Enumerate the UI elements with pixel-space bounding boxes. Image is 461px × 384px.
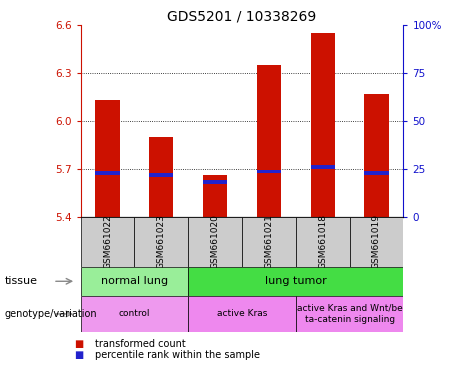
Text: ■: ■ bbox=[74, 350, 83, 360]
Bar bbox=[188, 267, 403, 296]
Text: percentile rank within the sample: percentile rank within the sample bbox=[95, 350, 260, 360]
Bar bbox=[311, 33, 335, 217]
Title: GDS5201 / 10338269: GDS5201 / 10338269 bbox=[167, 10, 317, 24]
Bar bbox=[242, 217, 296, 267]
Bar bbox=[188, 296, 296, 332]
Bar bbox=[349, 217, 403, 267]
Bar bbox=[364, 171, 389, 175]
Bar bbox=[296, 217, 349, 267]
Bar bbox=[81, 296, 188, 332]
Text: tissue: tissue bbox=[5, 276, 38, 286]
Bar bbox=[81, 267, 188, 296]
Text: transformed count: transformed count bbox=[95, 339, 185, 349]
Text: genotype/variation: genotype/variation bbox=[5, 309, 97, 319]
Text: GSM661018: GSM661018 bbox=[318, 214, 327, 270]
Text: GSM661019: GSM661019 bbox=[372, 214, 381, 270]
Bar bbox=[257, 170, 281, 174]
Text: normal lung: normal lung bbox=[101, 276, 168, 286]
Bar bbox=[81, 217, 135, 267]
Text: lung tumor: lung tumor bbox=[265, 276, 327, 286]
Text: active Kras: active Kras bbox=[217, 310, 267, 318]
Bar bbox=[296, 296, 403, 332]
Bar bbox=[135, 217, 188, 267]
Bar bbox=[188, 217, 242, 267]
Text: GSM661020: GSM661020 bbox=[211, 215, 219, 269]
Bar bbox=[257, 65, 281, 217]
Text: GSM661023: GSM661023 bbox=[157, 215, 166, 269]
Bar bbox=[95, 100, 120, 217]
Bar bbox=[95, 171, 120, 175]
Text: active Kras and Wnt/be
ta-catenin signaling: active Kras and Wnt/be ta-catenin signal… bbox=[297, 304, 402, 324]
Bar bbox=[203, 175, 227, 217]
Bar bbox=[311, 166, 335, 169]
Text: GSM661022: GSM661022 bbox=[103, 215, 112, 269]
Bar bbox=[364, 94, 389, 217]
Bar bbox=[203, 180, 227, 184]
Text: control: control bbox=[119, 310, 150, 318]
Text: ■: ■ bbox=[74, 339, 83, 349]
Bar bbox=[149, 137, 173, 217]
Bar bbox=[149, 173, 173, 177]
Text: GSM661021: GSM661021 bbox=[265, 215, 273, 269]
